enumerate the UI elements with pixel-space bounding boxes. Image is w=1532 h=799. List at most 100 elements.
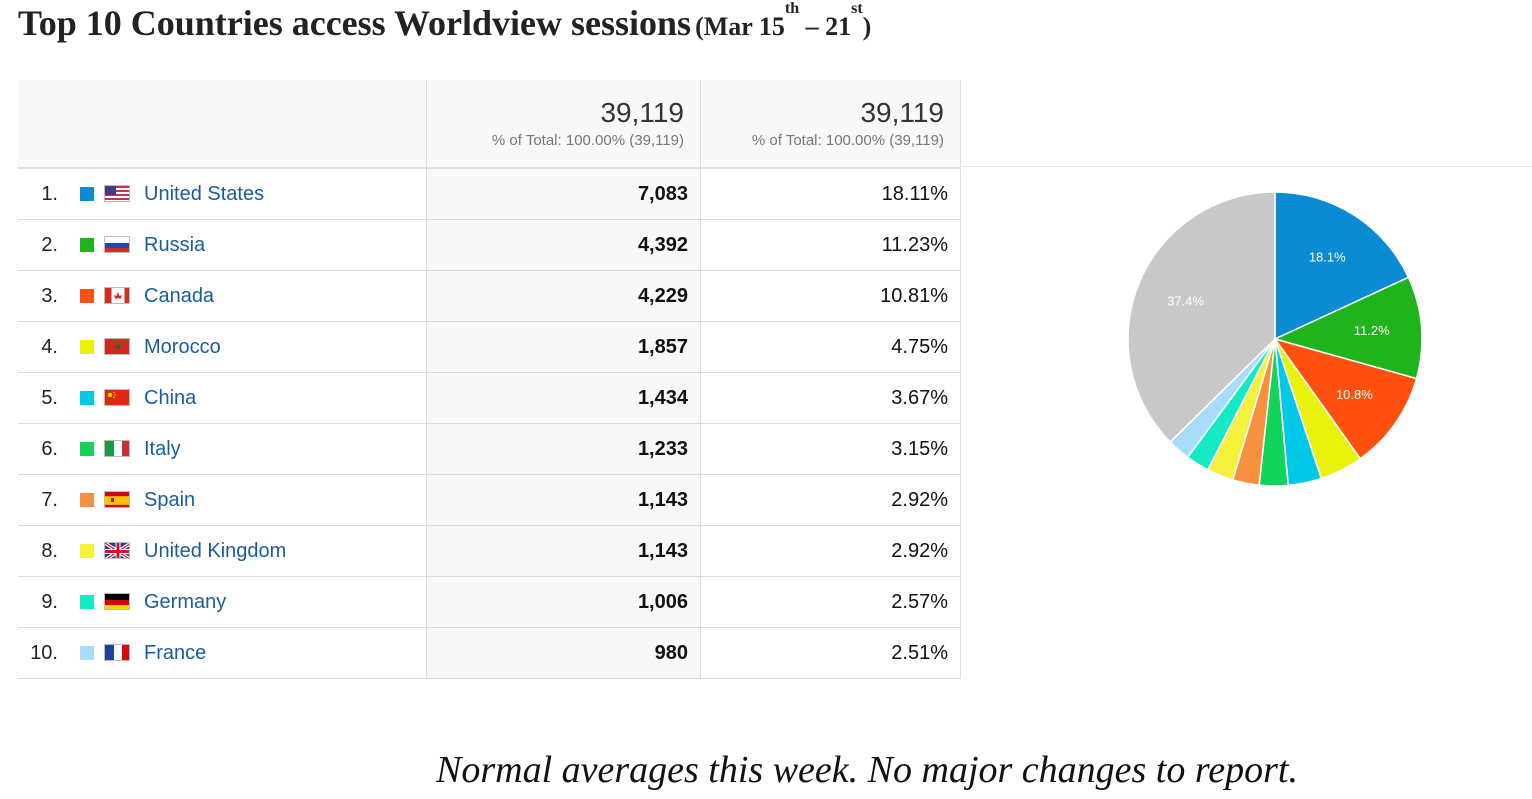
country-cell: 5. China [18,372,427,424]
sessions-cell: 4,229 [426,270,701,322]
row-rank: 3. [41,285,58,307]
pie-slice-canada[interactable] [1273,337,1418,460]
country-link[interactable]: Canada [144,285,215,307]
country-cell: 3. Canada [18,270,427,322]
country-cell: 2. Russia [18,219,427,271]
pie-slice-label: 37.4% [1167,293,1204,308]
row-rank: 6. [41,438,58,460]
sessions-cell: 1,143 [426,525,701,577]
table-row: 10. France 980 2.51% [18,627,961,679]
percent-cell: 2.57% [700,576,961,628]
percent-total-value: 39,119 [860,97,944,128]
series-color-swatch [80,391,94,405]
sessions-cell: 1,006 [426,576,701,628]
ru-flag-icon [104,236,130,253]
percent-cell: 2.92% [700,525,961,577]
table-row: 3. Canada 4,229 10.81% [18,270,961,322]
percent-cell: 4.75% [700,321,961,373]
sessions-cell: 7,083 [426,168,701,220]
country-link[interactable]: United States [144,183,265,205]
table-row: 6. Italy 1,233 3.15% [18,423,961,475]
country-link[interactable]: United Kingdom [144,540,287,562]
header-percent-total: 39,119 % of Total: 100.00% (39,119) [700,80,961,169]
table-row: 7. Spain 1,143 2.92% [18,474,961,526]
country-link[interactable]: China [144,387,197,409]
country-cell: 1. United States [18,168,427,220]
table-row: 5. China 1,434 3.67% [18,372,961,424]
footer-note: Normal averages this week. No major chan… [436,749,1298,791]
row-rank: 1. [41,183,58,205]
row-rank: 2. [41,234,58,256]
series-color-swatch [80,238,94,252]
percent-cell: 18.11% [700,168,961,220]
es-flag-icon [104,491,130,508]
row-rank: 5. [41,387,58,409]
cn-flag-icon [104,389,130,406]
ma-flag-icon [104,338,130,355]
percent-total-subtext: % of Total: 100.00% (39,119) [751,132,944,149]
pie-slice-label: 10.8% [1336,387,1373,402]
percent-cell: 3.15% [700,423,961,475]
series-color-swatch [80,187,94,201]
sessions-cell: 1,434 [426,372,701,424]
country-link[interactable]: Morocco [144,336,221,358]
series-color-swatch [80,493,94,507]
row-rank: 4. [41,336,58,358]
percent-cell: 2.51% [700,627,961,679]
table-row: 9. Germany 1,006 2.57% [18,576,961,628]
title-date-range: (Mar 15th – 21st) [695,0,872,41]
ca-flag-icon [104,287,130,304]
sessions-cell: 4,392 [426,219,701,271]
country-link[interactable]: Spain [144,489,196,511]
sessions-cell: 980 [426,627,701,679]
pie-slice-label: 11.2% [1354,323,1390,338]
de-flag-icon [104,593,130,610]
it-flag-icon [104,440,130,457]
row-rank: 8. [41,540,58,562]
country-link[interactable]: Italy [144,438,181,460]
pie-slice-united-states[interactable] [1274,191,1410,341]
country-cell: 8. United Kingdom [18,525,427,577]
percent-cell: 2.92% [700,474,961,526]
series-color-swatch [80,340,94,354]
us-flag-icon [104,185,130,202]
percent-cell: 10.81% [700,270,961,322]
country-link[interactable]: Russia [144,234,206,256]
country-link[interactable]: Germany [144,591,227,613]
sessions-pie-chart: 18.1% 11.2% 10.8% 37.4% [1127,191,1423,487]
pie-slice-russia[interactable] [1272,276,1423,380]
country-cell: 6. Italy [18,423,427,475]
row-rank: 9. [41,591,58,613]
series-color-swatch [80,442,94,456]
table-row: 8. United Kingdom 1,143 2.92% [18,525,961,577]
report-table: 39,119 % of Total: 100.00% (39,119) 39,1… [18,80,961,679]
country-cell: 4. Morocco [18,321,427,373]
row-rank: 10. [30,642,58,664]
series-color-swatch [80,595,94,609]
table-row: 2. Russia 4,392 11.23% [18,219,961,271]
fr-flag-icon [104,644,130,661]
gb-flag-icon [104,542,130,559]
table-row: 1. United States 7,083 18.11% [18,168,961,220]
sessions-total-subtext: % of Total: 100.00% (39,119) [491,132,684,149]
sessions-cell: 1,143 [426,474,701,526]
pie-slice-label: 18.1% [1309,249,1346,264]
series-color-swatch [80,646,94,660]
table-row: 4. Morocco 1,857 4.75% [18,321,961,373]
country-cell: 10. France [18,627,427,679]
title-main: Top 10 Countries access Worldview sessio… [18,3,692,43]
percent-cell: 11.23% [700,219,961,271]
pie-slice-other[interactable] [1127,191,1276,444]
country-link[interactable]: France [144,642,207,664]
series-color-swatch [80,289,94,303]
country-cell: 9. Germany [18,576,427,628]
country-cell: 7. Spain [18,474,427,526]
header-sessions-total: 39,119 % of Total: 100.00% (39,119) [426,80,701,169]
table-header: 39,119 % of Total: 100.00% (39,119) 39,1… [18,80,961,169]
percent-cell: 3.67% [700,372,961,424]
sessions-cell: 1,857 [426,321,701,373]
sessions-total-value: 39,119 [600,97,684,128]
row-rank: 7. [41,489,58,511]
page-title: Top 10 Countries access Worldview sessio… [18,0,872,44]
divider [962,166,1532,167]
